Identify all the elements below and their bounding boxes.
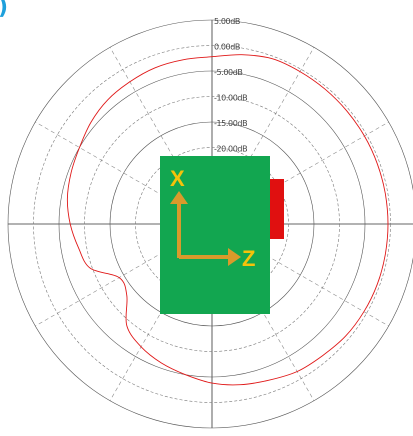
partial-glyph: ) — [0, 0, 8, 20]
radial-tick-label: -5.00dB — [214, 68, 242, 77]
x-axis-label: X — [170, 166, 185, 191]
radial-ring-5 — [7, 19, 413, 429]
polar-grid — [7, 19, 413, 429]
x-axis-arrowhead — [170, 191, 188, 204]
radial-tick-label: -15.00dB — [214, 119, 247, 128]
radiation-pattern-curve — [66, 54, 389, 386]
z-axis-arrowhead — [228, 248, 241, 266]
device-illustration: X Z — [160, 156, 284, 314]
radial-ring--5 — [58, 70, 366, 378]
radial-tick-label: 5.00dB — [214, 17, 240, 26]
radial-tick-labels: 5.00dB 0.00dB -5.00dB -10.00dB -15.00dB -20.0… — [214, 17, 248, 179]
radial-ring--10 — [84, 96, 340, 352]
radial-ring-0 — [33, 45, 391, 403]
radial-tick-label: 0.00dB — [214, 43, 240, 52]
radial-tick-label: -10.00dB — [214, 94, 247, 103]
device-side-panel — [268, 179, 284, 239]
radial-ring--15 — [109, 121, 315, 327]
radial-tick-label: -20.00dB — [214, 145, 247, 154]
radial-ring--20 — [135, 147, 289, 301]
z-axis-label: Z — [242, 246, 255, 271]
